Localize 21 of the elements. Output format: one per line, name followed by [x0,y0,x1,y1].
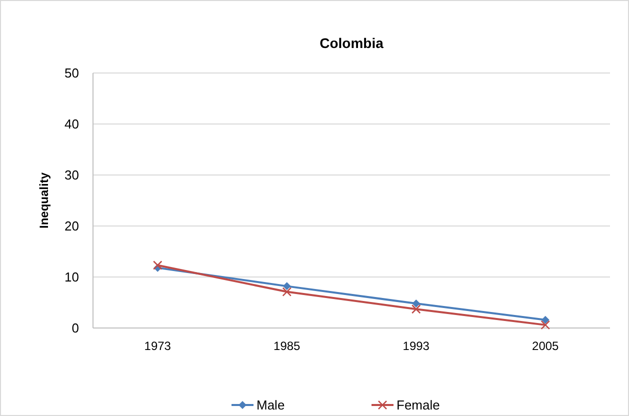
x-tick-label: 1985 [274,339,301,353]
y-tick-label: 20 [64,218,79,234]
y-tick-label: 40 [64,116,79,132]
x-tick-label: 1973 [144,339,172,353]
chart-title: Colombia [320,35,384,51]
x-tick-label: 1993 [402,339,430,353]
x-tick-label: 2005 [532,339,560,353]
legend-label: Female [396,398,440,413]
y-tick-label: 0 [72,320,79,336]
y-tick-label: 10 [64,270,79,285]
point [411,304,421,314]
point [541,316,550,324]
legend-label: Male [256,398,285,413]
point [540,320,550,330]
point [152,260,162,270]
y-tick-label: 30 [64,168,79,183]
y-axis-title: Inequality [37,172,51,229]
point [282,282,291,290]
point [282,287,292,296]
point [412,300,420,308]
y-tick-label: 50 [64,66,79,81]
